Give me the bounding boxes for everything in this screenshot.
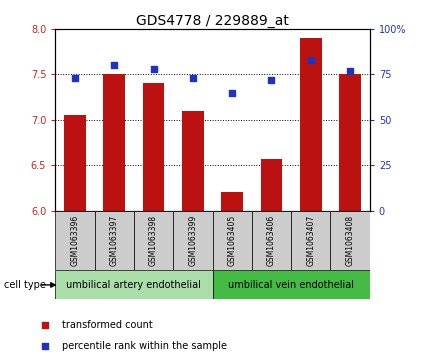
Point [347, 68, 354, 74]
Bar [212, 270, 370, 299]
Bar [94, 211, 134, 270]
Point [229, 90, 235, 95]
Bar [55, 270, 212, 299]
Bar [55, 211, 94, 270]
Bar [252, 211, 291, 270]
Text: cell type: cell type [4, 280, 46, 290]
Text: GSM1063396: GSM1063396 [71, 215, 79, 266]
Text: transformed count: transformed count [62, 321, 153, 330]
Text: GSM1063398: GSM1063398 [149, 215, 158, 266]
Point [71, 75, 78, 81]
Text: GSM1063399: GSM1063399 [188, 215, 197, 266]
Bar [261, 159, 282, 211]
Bar [103, 74, 125, 211]
Text: percentile rank within the sample: percentile rank within the sample [62, 341, 227, 351]
Point [42, 343, 48, 349]
Text: umbilical artery endothelial: umbilical artery endothelial [66, 280, 201, 290]
Bar [339, 74, 361, 211]
Point [268, 77, 275, 83]
Text: GSM1063406: GSM1063406 [267, 215, 276, 266]
Text: GSM1063408: GSM1063408 [346, 215, 354, 266]
Bar [221, 192, 243, 211]
Bar [182, 111, 204, 211]
Bar [291, 211, 331, 270]
Bar [331, 211, 370, 270]
Point [111, 62, 118, 68]
Point [42, 322, 48, 328]
Point [307, 57, 314, 63]
Text: GSM1063397: GSM1063397 [110, 215, 119, 266]
Bar [134, 211, 173, 270]
Point [150, 66, 157, 72]
Bar [300, 38, 322, 211]
Bar [143, 83, 164, 211]
Bar [212, 211, 252, 270]
Point [190, 75, 196, 81]
Text: umbilical vein endothelial: umbilical vein endothelial [228, 280, 354, 290]
Bar [173, 211, 212, 270]
Text: GSM1063407: GSM1063407 [306, 215, 315, 266]
Title: GDS4778 / 229889_at: GDS4778 / 229889_at [136, 14, 289, 28]
Text: GSM1063405: GSM1063405 [228, 215, 237, 266]
Bar [64, 115, 86, 211]
